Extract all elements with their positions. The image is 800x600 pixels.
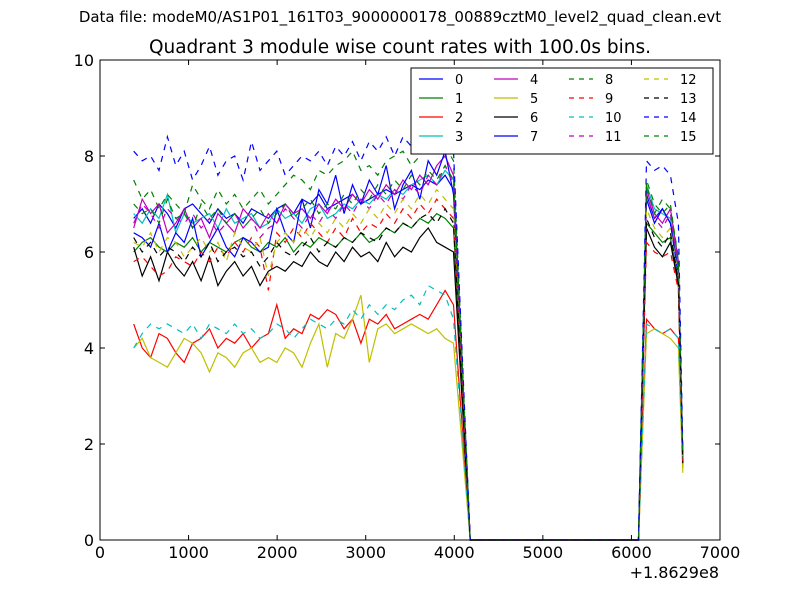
legend-label-1: 1 (455, 92, 463, 107)
chart-title: Quadrant 3 module wise count rates with … (148, 37, 652, 58)
y-tick-label: 2 (84, 435, 94, 454)
y-tick-label: 10 (74, 51, 94, 70)
x-tick-label: 6000 (611, 543, 652, 562)
legend-label-4: 4 (530, 73, 538, 88)
series-15-line (133, 164, 684, 541)
series-6-line (133, 226, 684, 541)
legend-label-8: 8 (605, 73, 613, 88)
legend-label-11: 11 (605, 130, 622, 145)
legend-box (410, 67, 714, 155)
legend-label-13: 13 (680, 92, 697, 107)
x-tick-label: 3000 (345, 543, 386, 562)
y-tick-label: 0 (84, 531, 94, 550)
series-2-line (133, 289, 684, 541)
x-tick-label: 4000 (434, 543, 475, 562)
legend-label-0: 0 (455, 73, 463, 88)
x-tick-label: 7000 (700, 543, 741, 562)
legend-label-12: 12 (680, 73, 697, 88)
series-layer (133, 126, 684, 541)
legend-label-14: 14 (680, 111, 697, 126)
legend-label-9: 9 (605, 92, 613, 107)
series-13-line (133, 207, 684, 541)
data-file-suptitle: Data file: modeM0/AS1P01_161T03_90000001… (78, 8, 722, 26)
legend-label-6: 6 (530, 111, 538, 126)
x-tick-label: 5000 (522, 543, 563, 562)
legend-label-10: 10 (605, 111, 622, 126)
x-offset-label: +1.8629e8 (630, 563, 719, 582)
x-tick-label: 0 (95, 543, 105, 562)
y-tick-label: 4 (84, 339, 94, 358)
legend-label-5: 5 (530, 92, 538, 107)
x-tick-label: 2000 (257, 543, 298, 562)
legend-label-15: 15 (680, 130, 697, 145)
series-11-line (133, 164, 684, 541)
x-tick-label: 1000 (168, 543, 209, 562)
series-5-line (133, 295, 684, 541)
legend-label-3: 3 (455, 130, 463, 145)
plot-frame (99, 59, 721, 541)
series-12-line (133, 188, 684, 541)
y-tick-label: 6 (84, 243, 94, 262)
series-14-line (133, 126, 684, 541)
y-tick-label: 8 (84, 147, 94, 166)
legend-label-7: 7 (530, 130, 538, 145)
legend-label-2: 2 (455, 111, 463, 126)
